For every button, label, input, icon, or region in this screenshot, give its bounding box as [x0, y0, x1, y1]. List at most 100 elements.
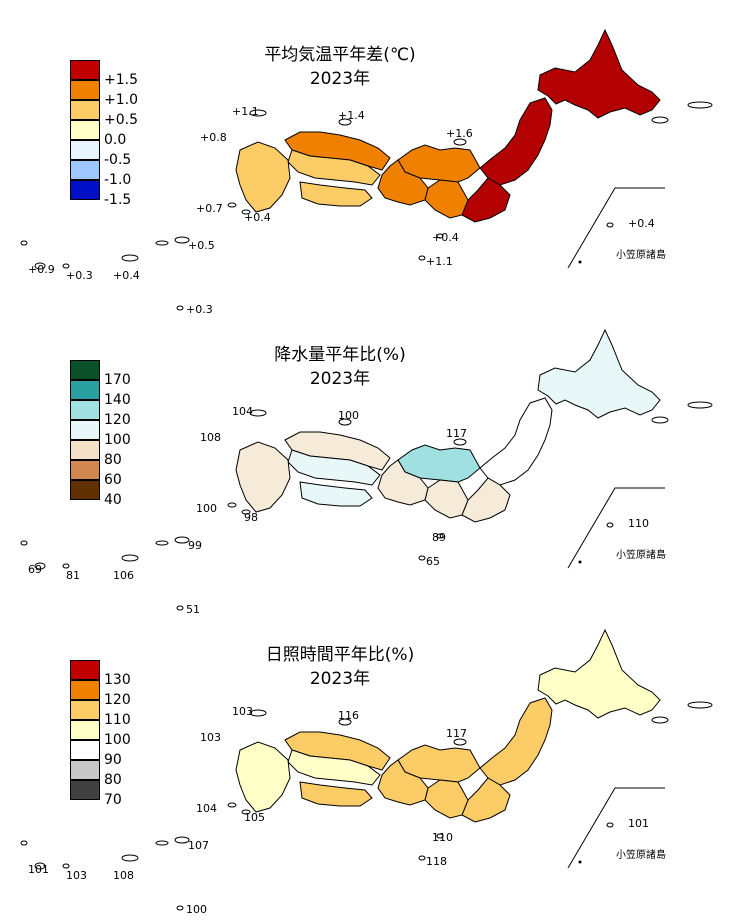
- station-value-label: 99: [188, 539, 202, 552]
- ogasawara-dot: [578, 260, 582, 264]
- station-value-label: 108: [200, 431, 221, 444]
- region-tohoku: [479, 697, 553, 786]
- legend-label: 120: [104, 412, 131, 428]
- island: [418, 555, 426, 561]
- legend-label: -1.5: [104, 192, 132, 208]
- ogasawara-inset-frame: [567, 187, 665, 269]
- station-value-label: 117: [446, 727, 467, 740]
- island: [62, 863, 70, 869]
- island: [227, 802, 237, 808]
- island: [651, 116, 669, 124]
- legend-label: +1.5: [104, 72, 138, 88]
- legend-label: 60: [104, 472, 122, 488]
- station-value-label: 51: [186, 603, 200, 616]
- island: [62, 563, 70, 569]
- map-title-text: 日照時間平年比(%): [265, 645, 415, 665]
- legend-swatch: [70, 760, 100, 780]
- legend-label: -0.5: [104, 152, 132, 168]
- map-year-text: 2023年: [309, 369, 371, 389]
- legend-swatch: [70, 700, 100, 720]
- precipitation-map: [20, 328, 713, 611]
- island: [453, 138, 467, 146]
- island: [436, 533, 444, 539]
- island: [436, 233, 444, 239]
- legend-swatch: [70, 80, 100, 100]
- island: [241, 209, 251, 215]
- station-value-label: +0.4: [628, 217, 655, 230]
- station-value-label: +0.3: [186, 303, 213, 316]
- station-value-label: +0.7: [196, 202, 223, 215]
- station-value-label: 108: [113, 869, 134, 882]
- station-value-label: +0.9: [28, 263, 55, 276]
- region-shikoku: [299, 181, 373, 207]
- legend-swatch: [70, 660, 100, 680]
- region-hokkaido: [537, 628, 661, 719]
- region-hokkaido: [537, 328, 661, 419]
- region-kanto: [461, 477, 511, 523]
- ogasawara-label: 小笠原諸島: [616, 250, 666, 261]
- legend-swatch: [70, 720, 100, 740]
- legend-label: 100: [104, 732, 131, 748]
- island: [155, 240, 169, 246]
- island: [651, 416, 669, 424]
- legend-label: 70: [104, 792, 122, 808]
- station-value-label: 117: [446, 427, 467, 440]
- legend-label: 90: [104, 752, 122, 768]
- island: [418, 855, 426, 861]
- station-value-label: 98: [244, 511, 258, 524]
- legend-label: 100: [104, 432, 131, 448]
- station-value-label: 101: [628, 817, 649, 830]
- legend-swatch: [70, 680, 100, 700]
- station-value-label: 110: [432, 831, 453, 844]
- station-value-label: 118: [426, 855, 447, 868]
- station-value-label: 103: [66, 869, 87, 882]
- legend-label: 110: [104, 712, 131, 728]
- island: [176, 905, 184, 911]
- sunshine-panel: 日照時間平年比(%) 2023年 130 120 110 100 90 80 70 103 116 1…: [0, 600, 750, 915]
- island: [155, 540, 169, 546]
- region-kinki: [377, 759, 429, 806]
- sunshine-map: [20, 628, 713, 911]
- station-value-label: 100: [186, 903, 207, 916]
- island: [20, 240, 28, 246]
- legend-label: 120: [104, 692, 131, 708]
- island: [651, 716, 669, 724]
- station-value-label: +0.3: [66, 269, 93, 282]
- legend-label: 0.0: [104, 132, 127, 148]
- region-tokai: [424, 179, 469, 219]
- island: [20, 840, 28, 846]
- legend-label: 80: [104, 452, 122, 468]
- island: [606, 822, 614, 828]
- station-value-label: +0.4: [244, 211, 271, 224]
- station-value-label: 104: [232, 405, 253, 418]
- region-kyushu: [235, 141, 291, 213]
- ogasawara-inset-frame: [567, 787, 665, 869]
- island: [687, 401, 713, 409]
- island: [453, 438, 467, 446]
- map-year-text: 2023年: [309, 69, 371, 89]
- island: [34, 262, 46, 270]
- island: [176, 605, 184, 611]
- station-value-label: 107: [188, 839, 209, 852]
- station-value-label: +1.1: [426, 255, 453, 268]
- station-value-label: 81: [66, 569, 80, 582]
- island: [241, 509, 251, 515]
- island: [687, 701, 713, 709]
- island: [338, 118, 352, 126]
- ogasawara-dot: [578, 860, 582, 864]
- region-shikoku: [299, 781, 373, 807]
- station-value-label: 89: [432, 531, 446, 544]
- map-year-text: 2023年: [309, 669, 371, 689]
- ogasawara-label: 小笠原諸島: [616, 850, 666, 861]
- ogasawara-label: 小笠原諸島: [616, 550, 666, 561]
- island: [338, 418, 352, 426]
- region-tokai: [424, 779, 469, 819]
- station-value-label: 106: [113, 569, 134, 582]
- station-value-label: +0.5: [188, 239, 215, 252]
- station-value-label: 104: [196, 802, 217, 815]
- island: [34, 562, 46, 570]
- island: [34, 862, 46, 870]
- legend-label: 140: [104, 392, 131, 408]
- legend-label: -1.0: [104, 172, 132, 188]
- temperature-panel: 平均気温平年差(℃) 2023年 +1.5 +1.0 +0.5 0.0 -0.5 -1.0 -1…: [0, 0, 750, 315]
